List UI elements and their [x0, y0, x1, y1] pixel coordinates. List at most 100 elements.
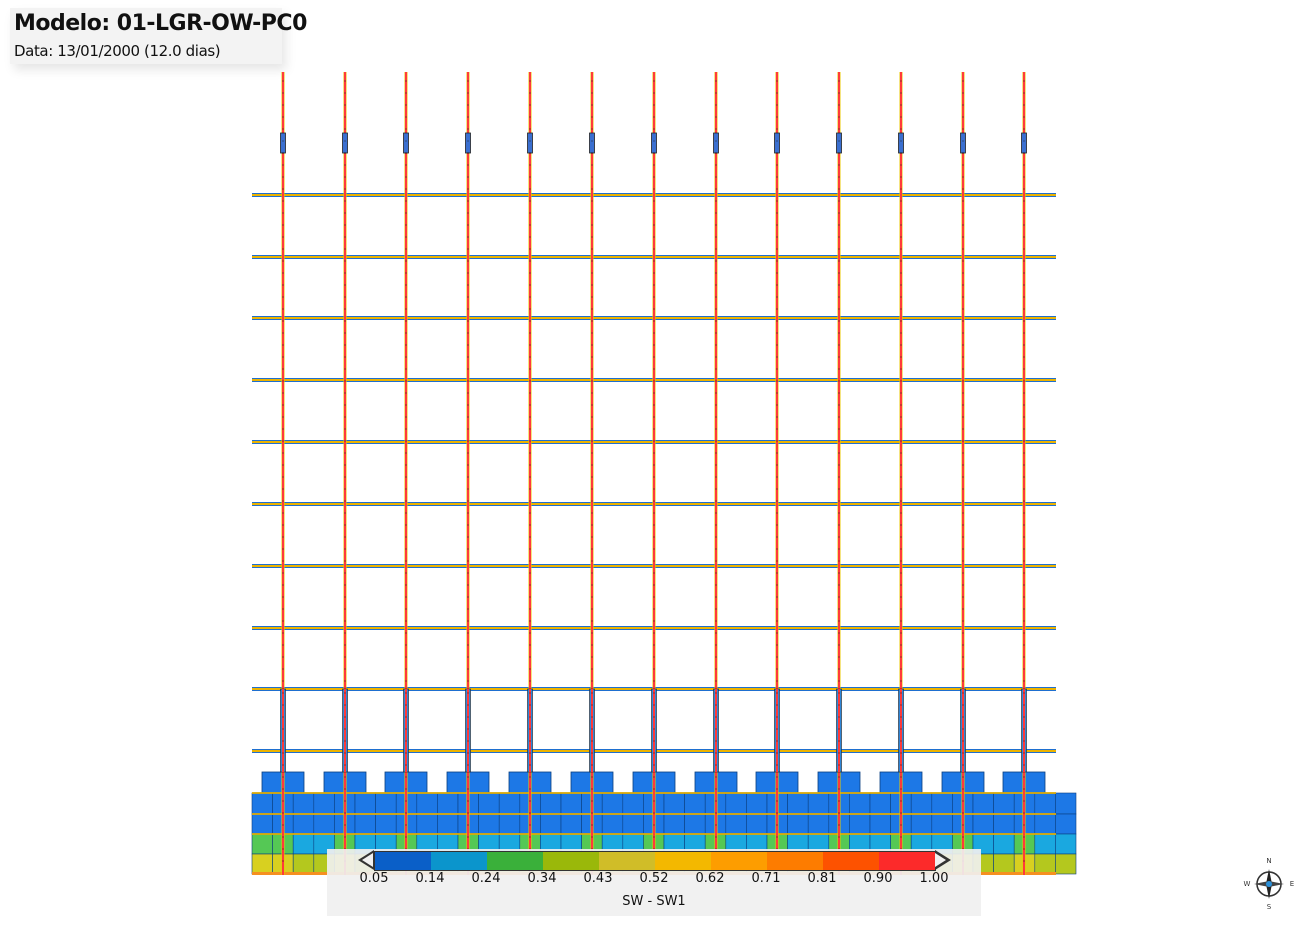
well-tick	[776, 608, 778, 610]
well-tick	[715, 584, 717, 586]
well-tick	[838, 236, 840, 238]
well-tick	[653, 248, 655, 250]
well-tick	[282, 464, 284, 466]
well-tick	[776, 236, 778, 238]
well-tick	[900, 128, 902, 130]
well-tick	[715, 116, 717, 118]
well-tick	[591, 284, 593, 286]
grid-cell	[663, 792, 685, 815]
well-tick	[405, 296, 407, 298]
well-tick	[838, 200, 840, 202]
well-tick	[1023, 284, 1025, 286]
well-tick	[653, 212, 655, 214]
well-tick	[653, 716, 655, 718]
well-tick	[653, 320, 655, 322]
well-tick	[715, 464, 717, 466]
well-tick	[344, 176, 346, 178]
well-tick	[776, 704, 778, 706]
well-tick	[344, 476, 346, 478]
grid-cell	[807, 792, 830, 815]
well-tick	[529, 476, 531, 478]
grid-cell	[601, 813, 624, 835]
compass-south-label: S	[1267, 903, 1272, 911]
well-tick	[1023, 104, 1025, 106]
well-tick	[467, 620, 469, 622]
well-tick	[467, 344, 469, 346]
well-tick	[282, 584, 284, 586]
well-tick	[653, 512, 655, 514]
well-tick	[900, 176, 902, 178]
well-tick	[962, 740, 964, 742]
well-tick	[900, 212, 902, 214]
well-tick	[900, 440, 902, 442]
well-tick	[776, 488, 778, 490]
well-tick	[715, 260, 717, 262]
model-info-panel: Modelo: 01-LGR-OW-PC0 Data: 13/01/2000 (…	[10, 8, 307, 64]
well-tick	[282, 272, 284, 274]
well-tick	[282, 524, 284, 526]
well-tick	[653, 140, 655, 142]
well-tick	[653, 548, 655, 550]
well-tick	[900, 836, 902, 838]
grid-cell	[560, 813, 582, 835]
grid-cell	[375, 813, 397, 835]
well-tick	[529, 788, 531, 790]
well-tick	[900, 596, 902, 598]
well-tick	[1023, 188, 1025, 190]
grid-cell	[313, 792, 335, 815]
well-tick	[282, 860, 284, 862]
well-tick	[529, 368, 531, 370]
well-tick	[591, 716, 593, 718]
well-tick	[776, 656, 778, 658]
well-tick	[405, 656, 407, 658]
well-tick	[529, 812, 531, 814]
well-tick	[405, 428, 407, 430]
well-tick	[962, 548, 964, 550]
grid-cell	[993, 853, 1015, 875]
vertical-fracture-line	[900, 689, 902, 772]
legend-color-swatch	[823, 852, 879, 870]
well-tick	[715, 128, 717, 130]
well-tick	[282, 668, 284, 670]
grid-cell	[540, 792, 562, 815]
well-tick	[405, 692, 407, 694]
well-tick	[776, 440, 778, 442]
well-tick	[405, 788, 407, 790]
well-tick	[1023, 860, 1025, 862]
well-tick	[591, 548, 593, 550]
well-tick	[838, 680, 840, 682]
well-tick	[653, 260, 655, 262]
grid-cell	[601, 792, 624, 815]
well-tick	[776, 188, 778, 190]
well-tick	[900, 644, 902, 646]
well-tick	[405, 404, 407, 406]
well-tick	[776, 416, 778, 418]
well-tick	[1023, 704, 1025, 706]
well-tick	[1023, 152, 1025, 154]
well-tick	[405, 476, 407, 478]
well-tick	[838, 380, 840, 382]
well-tick	[1023, 728, 1025, 730]
well-tick	[715, 668, 717, 670]
well-tick	[838, 608, 840, 610]
well-tick	[344, 512, 346, 514]
well-tick	[838, 128, 840, 130]
well-tick	[344, 536, 346, 538]
well-tick	[529, 524, 531, 526]
well-tick	[900, 764, 902, 766]
well-tick	[838, 296, 840, 298]
well-tick	[1023, 128, 1025, 130]
well-tick	[715, 188, 717, 190]
well-tick	[776, 356, 778, 358]
well-tick	[1023, 644, 1025, 646]
compass-rose-icon[interactable]: N E S W	[1242, 857, 1296, 911]
well-tick	[529, 584, 531, 586]
well-top-block	[280, 132, 286, 154]
well-tick	[1023, 92, 1025, 94]
well-tick	[653, 344, 655, 346]
well-tick	[715, 764, 717, 766]
grid-cell	[478, 792, 500, 815]
well-tick	[776, 320, 778, 322]
well-tick	[529, 296, 531, 298]
